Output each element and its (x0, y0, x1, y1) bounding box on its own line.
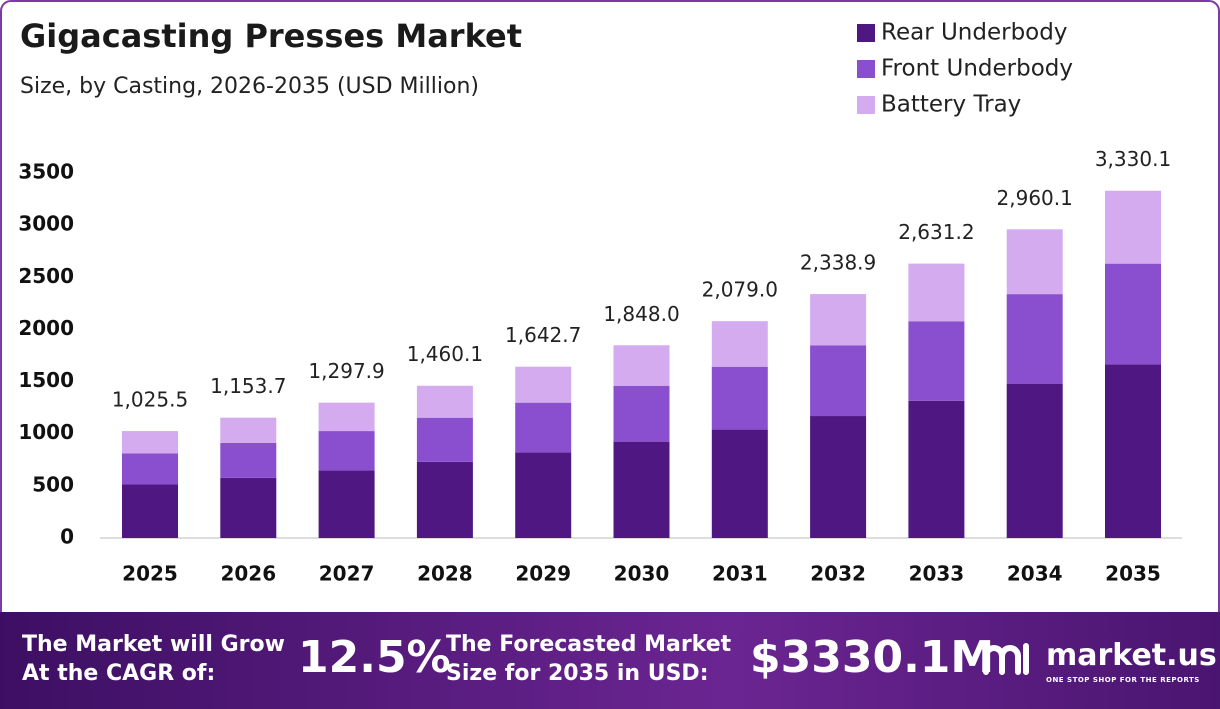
bar-segment (1006, 294, 1063, 384)
bar-segment (122, 453, 178, 485)
chart-subtitle: Size, by Casting, 2026-2035 (USD Million… (20, 74, 479, 99)
total-label: 3,330.1 (1095, 147, 1171, 171)
bar-segment (810, 345, 867, 417)
bar-segment (1006, 383, 1063, 538)
total-label: 2,079.0 (702, 278, 778, 302)
y-tick-label: 0 (60, 525, 74, 549)
y-tick-label: 3000 (18, 212, 74, 236)
bar-segment (810, 294, 867, 346)
bar-segment (613, 385, 670, 442)
legend-swatch (857, 96, 875, 114)
footer: The Market will Grow At the CAGR of: 12.5… (0, 612, 1220, 709)
bar-segment (318, 470, 375, 538)
total-label: 1,153.7 (210, 374, 286, 398)
legend-label: Battery Tray (881, 92, 1021, 118)
bar-segment (1105, 190, 1161, 264)
x-tick-label: 2025 (122, 562, 178, 586)
x-tick-label: 2032 (810, 562, 866, 586)
x-tick-label: 2030 (614, 562, 670, 586)
cagr-value: 12.5% (298, 632, 451, 683)
bar-segment (613, 345, 670, 386)
chart: Gigacasting Presses Market Size, by Cast… (0, 0, 1220, 642)
total-label: 1,297.9 (308, 359, 384, 383)
bar-segment (416, 385, 473, 418)
total-label: 2,631.2 (898, 220, 974, 244)
bar-segment (220, 477, 277, 538)
bar-segment (122, 431, 178, 454)
x-tick-label: 2028 (417, 562, 473, 586)
bar-segment (1105, 364, 1161, 538)
total-label: 2,960.1 (997, 186, 1073, 210)
y-tick-label: 1500 (18, 368, 74, 392)
logo-icon (983, 643, 1029, 675)
text: The Forecasted Market (446, 632, 732, 657)
bar-segment (318, 431, 375, 471)
bar-segment (1105, 263, 1161, 365)
bar-segment (515, 366, 572, 403)
tagline: ONE STOP SHOP FOR THE REPORTS (1046, 676, 1200, 684)
bar-segment (416, 461, 473, 538)
x-tick-label: 2033 (909, 562, 965, 586)
bar-segment (515, 452, 572, 538)
text: At the CAGR of: (22, 661, 216, 686)
forecast-value: $3330.1M (750, 632, 995, 683)
x-tick-label: 2026 (220, 562, 276, 586)
text: The Market will Grow (22, 632, 285, 657)
bar-segment (908, 321, 965, 401)
total-label: 1,025.5 (112, 388, 188, 412)
bar-segment (122, 484, 178, 538)
x-tick-label: 2034 (1007, 562, 1063, 586)
forecast-text: The Forecasted Market Size for 2035 in US… (446, 630, 731, 688)
cagr-text: The Market will Grow At the CAGR of: (22, 630, 285, 688)
y-tick-label: 1000 (18, 420, 74, 444)
x-tick-label: 2029 (515, 562, 571, 586)
legend-label: Rear Underbody (881, 20, 1067, 46)
total-label: 1,848.0 (603, 302, 679, 326)
x-tick-label: 2035 (1105, 562, 1161, 586)
y-tick-label: 500 (32, 472, 74, 496)
legend-swatch (857, 60, 875, 78)
bar-segment (711, 429, 768, 538)
text: Size for 2035 in USD: (446, 661, 709, 686)
bar-segment (220, 417, 277, 443)
legend-label: Front Underbody (881, 56, 1073, 82)
total-label: 2,338.9 (800, 251, 876, 275)
bar-segment (416, 417, 473, 462)
legend-swatch (857, 24, 875, 42)
bar-segment (711, 321, 768, 367)
x-tick-label: 2031 (712, 562, 768, 586)
total-label: 1,642.7 (505, 323, 581, 347)
y-tick-label: 2500 (18, 264, 74, 288)
bar-segment (908, 263, 965, 322)
bar-segment (1006, 229, 1063, 295)
bar-segment (908, 400, 965, 538)
y-tick-label: 3500 (18, 160, 74, 184)
brand: market.us (1046, 638, 1217, 673)
bar-segment (220, 442, 277, 478)
x-tick-label: 2027 (319, 562, 375, 586)
bar-segment (318, 402, 375, 432)
chart-title: Gigacasting Presses Market (20, 17, 522, 55)
y-tick-label: 2000 (18, 316, 74, 340)
total-label: 1,460.1 (407, 342, 483, 366)
bar-segment (711, 366, 768, 430)
bar-segment (515, 402, 572, 453)
bar-segment (810, 416, 867, 538)
bar-segment (613, 441, 670, 538)
